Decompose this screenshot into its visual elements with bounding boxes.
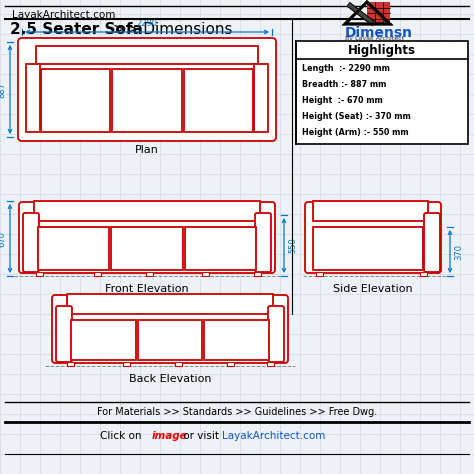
Bar (175, 362, 182, 366)
Bar (296, 41, 468, 144)
Text: Breadth :- 887 mm: Breadth :- 887 mm (302, 80, 386, 89)
Text: Click on: Click on (100, 431, 145, 441)
FancyBboxPatch shape (56, 306, 72, 362)
Bar (137, 320, 202, 360)
Bar (67, 362, 74, 366)
FancyBboxPatch shape (305, 202, 441, 273)
Bar (34, 201, 260, 221)
Bar (313, 227, 423, 270)
Bar (254, 272, 261, 276)
Bar (26, 64, 40, 132)
Bar (111, 227, 182, 270)
Text: >> Dimensions: >> Dimensions (108, 22, 233, 37)
Text: Dimensn: Dimensn (345, 26, 413, 40)
Bar (36, 46, 258, 64)
Text: Height  :- 670 mm: Height :- 670 mm (302, 96, 383, 105)
Bar (36, 272, 43, 276)
Bar (227, 362, 234, 366)
Text: 2290: 2290 (137, 19, 157, 28)
Text: For Materials >> Standards >> Guidelines >> Free Dwg.: For Materials >> Standards >> Guidelines… (97, 407, 377, 417)
Text: 370: 370 (454, 244, 463, 259)
Bar (267, 362, 274, 366)
Text: Height (Seat) :- 370 mm: Height (Seat) :- 370 mm (302, 112, 411, 121)
Text: LayakArchitect.com: LayakArchitect.com (222, 431, 325, 441)
Text: image: image (152, 431, 188, 441)
Bar (204, 320, 269, 360)
Text: Back Elevation: Back Elevation (129, 374, 211, 384)
Text: Side Elevation: Side Elevation (333, 284, 413, 294)
Bar (112, 69, 182, 132)
FancyBboxPatch shape (424, 213, 440, 272)
Bar (38, 227, 109, 270)
Text: Plan: Plan (135, 145, 159, 155)
Bar (185, 227, 256, 270)
Text: 670: 670 (0, 230, 6, 246)
FancyBboxPatch shape (18, 38, 276, 141)
Bar (41, 69, 110, 132)
Text: 550: 550 (288, 237, 297, 254)
Text: or visit: or visit (180, 431, 222, 441)
Bar (254, 64, 268, 132)
Bar (94, 272, 101, 276)
Bar (183, 69, 253, 132)
FancyBboxPatch shape (19, 202, 275, 273)
Bar (71, 320, 136, 360)
Bar (67, 294, 273, 314)
Bar (420, 272, 427, 276)
Text: Front Elevation: Front Elevation (105, 284, 189, 294)
Text: 2.5 Seater Sofa: 2.5 Seater Sofa (10, 22, 143, 37)
Bar (202, 272, 209, 276)
FancyBboxPatch shape (52, 295, 288, 363)
Bar (146, 272, 153, 276)
Bar (316, 272, 323, 276)
FancyBboxPatch shape (268, 306, 284, 362)
FancyBboxPatch shape (255, 213, 271, 272)
Text: Height (Arm) :- 550 mm: Height (Arm) :- 550 mm (302, 128, 409, 137)
Bar (313, 201, 428, 221)
Text: LayakArchitect.com: LayakArchitect.com (12, 10, 115, 20)
Text: 887: 887 (0, 82, 6, 98)
Text: By Layak Architect: By Layak Architect (345, 36, 404, 41)
Text: Length  :- 2290 mm: Length :- 2290 mm (302, 64, 390, 73)
FancyBboxPatch shape (23, 213, 39, 272)
Text: Highlights: Highlights (348, 44, 416, 56)
Bar (367, 2, 390, 24)
Bar (123, 362, 130, 366)
